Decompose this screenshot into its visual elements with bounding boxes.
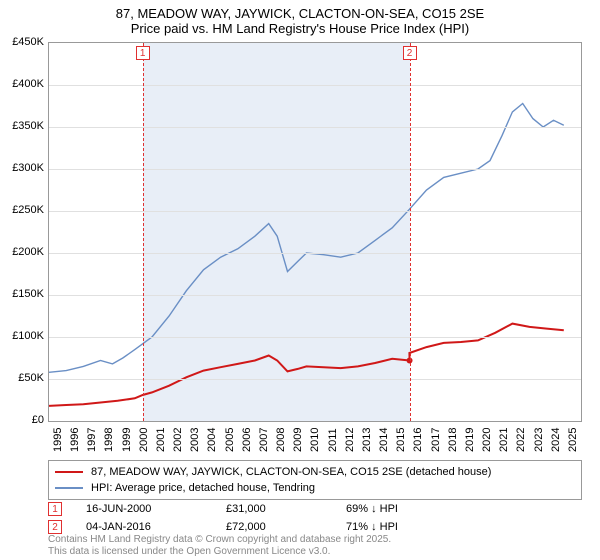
legend-label-hpi: HPI: Average price, detached house, Tend…: [91, 482, 315, 494]
xtick-label: 2014: [378, 428, 390, 452]
sales-table: 1 16-JUN-2000 £31,000 69% ↓ HPI 2 04-JAN…: [48, 500, 486, 536]
ytick-label: £150K: [0, 288, 44, 300]
sale-price-1: £31,000: [226, 503, 346, 515]
sale-pct-2: 71% ↓ HPI: [346, 521, 486, 533]
xtick-label: 2017: [430, 428, 442, 452]
xtick-label: 2016: [412, 428, 424, 452]
xtick-label: 2001: [155, 428, 167, 452]
xtick-label: 2015: [395, 428, 407, 452]
xtick-label: 1996: [69, 428, 81, 452]
series-hpi: [49, 104, 564, 373]
xtick-label: 2009: [292, 428, 304, 452]
legend-label-property: 87, MEADOW WAY, JAYWICK, CLACTON-ON-SEA,…: [91, 466, 491, 478]
attribution-line2: This data is licensed under the Open Gov…: [48, 546, 391, 558]
ytick-label: £50K: [0, 372, 44, 384]
xtick-label: 2021: [498, 428, 510, 452]
xtick-label: 2020: [481, 428, 493, 452]
xtick-label: 2019: [464, 428, 476, 452]
xtick-label: 2011: [327, 428, 339, 452]
xtick-label: 2005: [224, 428, 236, 452]
xtick-label: 2007: [258, 428, 270, 452]
xtick-label: 2023: [533, 428, 545, 452]
ytick-label: £250K: [0, 204, 44, 216]
attribution: Contains HM Land Registry data © Crown c…: [48, 534, 391, 558]
ytick-label: £200K: [0, 246, 44, 258]
legend-row-hpi: HPI: Average price, detached house, Tend…: [55, 480, 575, 496]
ytick-label: £0: [0, 414, 44, 426]
sale-marker-badge: 1: [136, 46, 150, 60]
xtick-label: 1997: [86, 428, 98, 452]
xtick-label: 2010: [309, 428, 321, 452]
ytick-label: £300K: [0, 162, 44, 174]
sale-badge-1: 1: [48, 502, 62, 516]
ytick-label: £100K: [0, 330, 44, 342]
titles: 87, MEADOW WAY, JAYWICK, CLACTON-ON-SEA,…: [0, 0, 600, 36]
legend-row-property: 87, MEADOW WAY, JAYWICK, CLACTON-ON-SEA,…: [55, 464, 575, 480]
legend-swatch-hpi: [55, 487, 83, 489]
xtick-label: 1995: [52, 428, 64, 452]
title-subtitle: Price paid vs. HM Land Registry's House …: [0, 21, 600, 36]
attribution-line1: Contains HM Land Registry data © Crown c…: [48, 534, 391, 546]
series-property: [49, 324, 564, 406]
sale-badge-2: 2: [48, 520, 62, 534]
ytick-label: £350K: [0, 120, 44, 132]
xtick-label: 2018: [447, 428, 459, 452]
sale-date-1: 16-JUN-2000: [86, 503, 226, 515]
xtick-label: 2004: [206, 428, 218, 452]
xtick-label: 2025: [567, 428, 579, 452]
xtick-label: 2002: [172, 428, 184, 452]
xtick-label: 1999: [121, 428, 133, 452]
sale-pct-1: 69% ↓ HPI: [346, 503, 486, 515]
xtick-label: 2022: [515, 428, 527, 452]
legend: 87, MEADOW WAY, JAYWICK, CLACTON-ON-SEA,…: [48, 460, 582, 500]
sale-price-2: £72,000: [226, 521, 346, 533]
sale-row-1: 1 16-JUN-2000 £31,000 69% ↓ HPI: [48, 500, 486, 518]
xtick-label: 2003: [189, 428, 201, 452]
chart-container: 87, MEADOW WAY, JAYWICK, CLACTON-ON-SEA,…: [0, 0, 600, 560]
xtick-label: 2012: [344, 428, 356, 452]
title-address: 87, MEADOW WAY, JAYWICK, CLACTON-ON-SEA,…: [0, 6, 600, 21]
chart-plot-area: 12: [48, 42, 582, 422]
xtick-label: 2006: [241, 428, 253, 452]
xtick-label: 2000: [138, 428, 150, 452]
xtick-label: 2013: [361, 428, 373, 452]
legend-swatch-property: [55, 471, 83, 473]
xtick-label: 2008: [275, 428, 287, 452]
sale-date-2: 04-JAN-2016: [86, 521, 226, 533]
sale-marker-badge: 2: [403, 46, 417, 60]
chart-svg: [49, 43, 581, 421]
ytick-label: £450K: [0, 36, 44, 48]
xtick-label: 2024: [550, 428, 562, 452]
xtick-label: 1998: [103, 428, 115, 452]
ytick-label: £400K: [0, 78, 44, 90]
